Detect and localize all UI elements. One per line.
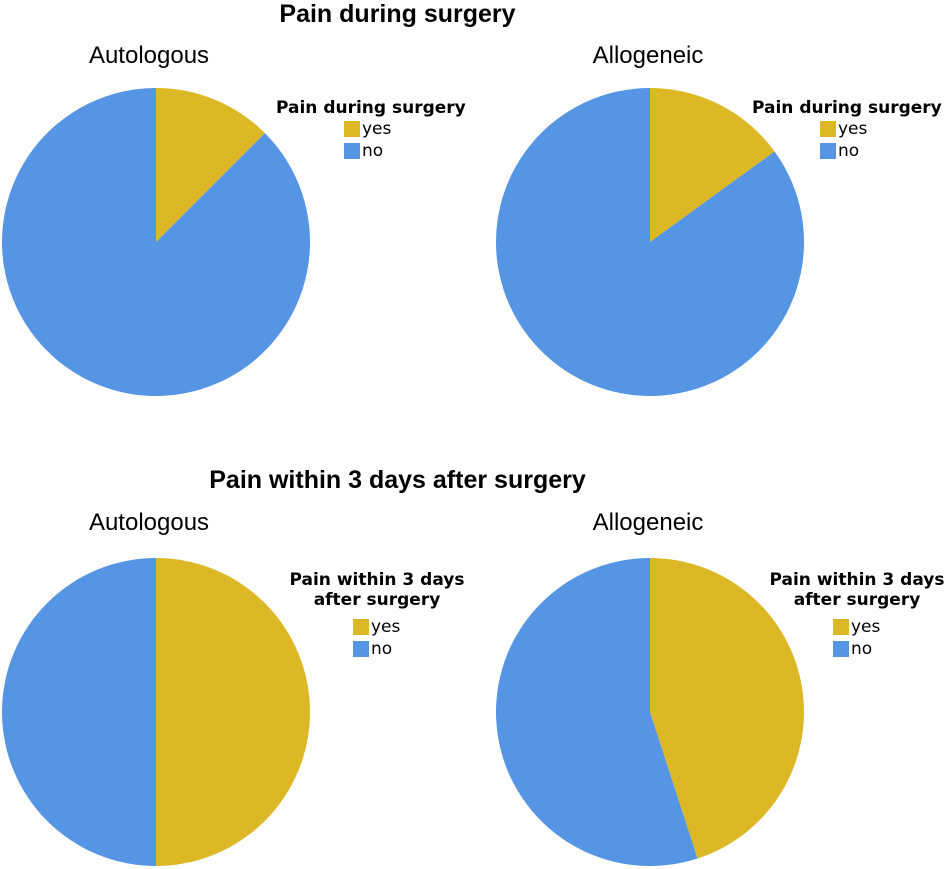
legend-label-yes: yes	[851, 617, 881, 637]
legend-label-no: no	[371, 639, 393, 659]
legend: Pain within 3 days after surgery yes no	[767, 570, 947, 660]
section-title-pain-during-surgery: Pain during surgery	[279, 0, 516, 28]
legend-title: Pain within 3 days after surgery	[289, 570, 465, 610]
legend-item-yes: yes	[353, 616, 467, 638]
pie-slice-no	[496, 558, 698, 866]
legend-item-no: no	[833, 638, 947, 660]
legend-title: Pain during surgery	[276, 98, 466, 118]
legend-item-yes: yes	[820, 118, 942, 140]
legend-swatch-yes	[833, 619, 849, 635]
legend-swatch-no	[833, 641, 849, 657]
pie-slice-yes	[156, 88, 265, 242]
legend-swatch-yes	[820, 121, 836, 137]
legend-swatch-no	[353, 641, 369, 657]
panel-title-autologous: Autologous	[88, 509, 210, 536]
panel-title-autologous: Autologous	[88, 42, 210, 69]
legend-swatch-no	[344, 143, 360, 159]
legend-swatch-yes	[353, 619, 369, 635]
legend-label-no: no	[362, 141, 384, 161]
legend-item-yes: yes	[833, 616, 947, 638]
legend-item-no: no	[344, 140, 466, 162]
legend-item-no: no	[353, 638, 467, 660]
legend-label-no: no	[838, 141, 860, 161]
pie-slice-no	[1, 88, 310, 397]
panel-title-allogeneic: Allogeneic	[592, 42, 704, 69]
legend-swatch-yes	[344, 121, 360, 137]
legend-title: Pain within 3 days after surgery	[769, 570, 945, 610]
section-title-pain-within-3-days: Pain within 3 days after surgery	[209, 466, 586, 494]
legend-label-yes: yes	[362, 119, 392, 139]
legend-item-yes: yes	[344, 118, 466, 140]
panel-title-allogeneic: Allogeneic	[592, 509, 704, 536]
legend-item-no: no	[820, 140, 942, 162]
legend-label-no: no	[851, 639, 873, 659]
legend-title: Pain during surgery	[752, 98, 942, 118]
legend-label-yes: yes	[371, 617, 401, 637]
pie-slice-no	[2, 558, 156, 866]
legend: Pain during surgery yes no	[276, 98, 466, 162]
legend-label-yes: yes	[838, 119, 868, 139]
legend: Pain during surgery yes no	[752, 98, 942, 162]
legend: Pain within 3 days after surgery yes no	[287, 570, 467, 660]
legend-swatch-no	[820, 143, 836, 159]
